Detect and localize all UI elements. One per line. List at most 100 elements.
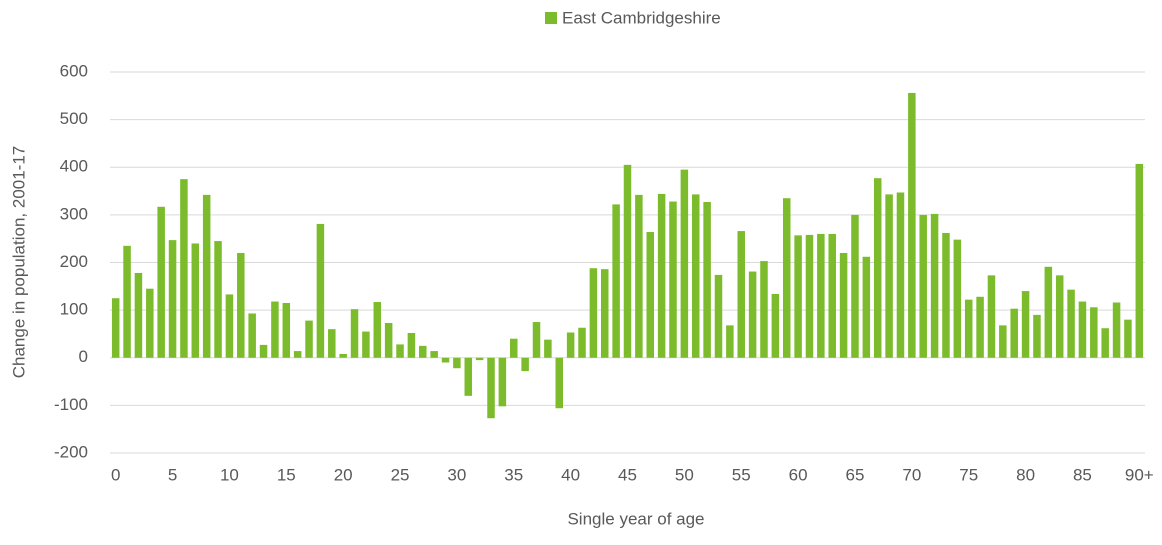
x-tick-label: 20: [334, 465, 353, 484]
legend-swatch: [545, 12, 557, 24]
bar: [578, 327, 586, 358]
bar: [612, 204, 620, 358]
bar: [225, 294, 234, 358]
bar: [828, 233, 836, 358]
y-tick-label: 400: [60, 157, 88, 176]
x-tick-label: 85: [1073, 465, 1092, 484]
bar: [475, 357, 484, 361]
bar: [521, 357, 529, 372]
y-tick-label: 100: [60, 300, 88, 319]
bar: [191, 243, 200, 358]
bar: [851, 214, 859, 358]
bar: [430, 351, 438, 358]
bar: [384, 322, 393, 358]
bar: [566, 332, 575, 358]
x-axis-title: Single year of age: [567, 509, 704, 528]
bar: [760, 261, 768, 358]
bar: [1112, 302, 1121, 358]
bar: [362, 331, 370, 358]
bar: [908, 92, 916, 358]
bar: [407, 332, 416, 358]
bar: [680, 169, 689, 358]
bar: [237, 252, 245, 358]
bar: [328, 329, 336, 358]
bar: [646, 232, 655, 358]
x-tick-label: 30: [447, 465, 466, 484]
bar: [1044, 266, 1053, 358]
bar: [339, 353, 347, 358]
bar: [532, 322, 541, 358]
bar: [987, 275, 996, 358]
bar: [146, 288, 154, 358]
y-tick-label: 600: [60, 61, 88, 80]
bar: [896, 192, 905, 358]
bar: [441, 357, 450, 363]
bar: [817, 233, 825, 358]
bar: [623, 164, 632, 358]
bar: [373, 302, 382, 358]
bar: [930, 213, 939, 358]
x-tick-label: 60: [789, 465, 808, 484]
bar: [293, 351, 302, 358]
bar: [134, 272, 143, 358]
bar: [703, 202, 711, 358]
bar: [1078, 301, 1087, 358]
bar: [600, 269, 609, 358]
y-tick-label: 200: [60, 252, 88, 271]
bar: [487, 357, 495, 419]
bar: [942, 232, 950, 358]
bar: [873, 178, 882, 358]
bar: [999, 325, 1007, 358]
bar: [248, 313, 256, 358]
bar: [1055, 275, 1064, 358]
bar: [669, 201, 677, 358]
bar: [396, 344, 404, 358]
bar: [885, 194, 893, 358]
bar: [794, 235, 802, 358]
bar: [453, 357, 461, 369]
bar: [748, 271, 757, 358]
x-tick-label: 80: [1016, 465, 1035, 484]
bar: [498, 357, 507, 407]
y-tick-label: -100: [54, 395, 88, 414]
y-tick-label: 500: [60, 109, 88, 128]
legend-label: East Cambridgeshire: [562, 8, 721, 27]
x-tick-label: 5: [168, 465, 177, 484]
bar: [1067, 289, 1075, 358]
bar: [316, 223, 325, 358]
bar: [862, 256, 871, 358]
bar: [305, 320, 313, 358]
bar: [168, 240, 177, 358]
bar: [1101, 328, 1109, 358]
bar: [1010, 308, 1018, 358]
bar: [714, 274, 723, 358]
bar: [282, 302, 291, 358]
bar: [657, 193, 666, 358]
x-tick-label: 25: [391, 465, 410, 484]
bar: [464, 357, 473, 396]
x-tick-label: 35: [504, 465, 523, 484]
bar: [1033, 314, 1041, 358]
x-tick-label: 55: [732, 465, 751, 484]
bar: [782, 198, 791, 358]
bar: [157, 206, 165, 358]
bar: [805, 234, 814, 358]
x-tick-label: 0: [111, 465, 120, 484]
bar: [271, 301, 279, 358]
bar: [544, 339, 552, 358]
y-axis-title: Change in population, 2001-17: [9, 146, 28, 379]
bar: [180, 179, 188, 358]
x-tick-label: 50: [675, 465, 694, 484]
y-tick-label: 300: [60, 204, 88, 223]
bar: [839, 252, 848, 358]
bar: [214, 241, 222, 358]
bar: [259, 344, 268, 358]
y-tick-label: 0: [79, 347, 88, 366]
x-tick-label: 10: [220, 465, 239, 484]
bar: [350, 309, 359, 358]
bar: [1124, 319, 1132, 358]
bar: [964, 299, 973, 358]
bar: [953, 239, 962, 358]
x-tick-label: 40: [561, 465, 580, 484]
